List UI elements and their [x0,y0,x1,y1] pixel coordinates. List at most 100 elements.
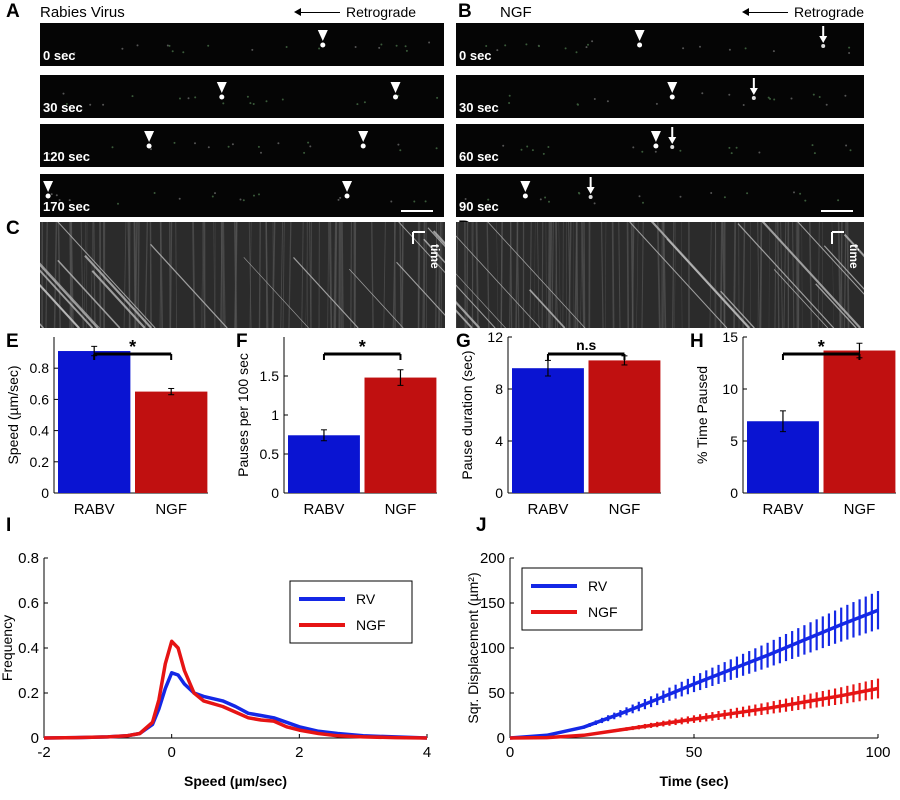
ngf-frame: 0 sec [456,23,864,66]
ngf-frame: 60 sec [456,124,864,167]
bar-ngf [823,350,896,493]
kymo-moving-track [456,309,473,328]
legend-box [521,567,643,631]
kymo-stationary-line [516,222,520,328]
significance-label: * [129,337,136,357]
kymo-stationary-line [354,222,357,328]
kymo-background [40,222,445,328]
panel-label-i: I [6,515,11,536]
y-tick-label: 0 [495,485,503,501]
x-category-label: NGF [609,501,641,518]
kymo-stationary-line [630,222,634,328]
kymo-moving-track [57,222,156,328]
y-tick-label: 0.4 [18,640,39,657]
kymo-stationary-line [500,222,503,328]
x-axis-label: Time (sec) [660,773,729,789]
frame-time-label: 170 sec [43,199,90,214]
y-axis-label: % Time Paused [694,366,710,464]
panel-label-e: E [6,331,19,352]
panel-label-c: C [6,218,20,239]
kymo-stationary-line [555,222,558,328]
rabies-frame: 30 sec [40,75,444,118]
kymo-stationary-line [399,222,402,328]
kymo-moving-track [456,284,496,328]
kymo-moving-track [456,273,506,328]
kymo-stationary-line [548,222,553,328]
bar-rabv [747,421,819,493]
kymo-moving-track [761,222,862,328]
kymo-stationary-line [509,222,513,328]
frame-time-label: 30 sec [459,100,499,115]
x-category-label: RABV [528,501,569,518]
kymo-stationary-line [533,222,536,328]
y-tick-label: 0.6 [18,595,39,612]
y-tick-label: 0 [271,485,279,501]
kymo-stationary-line [768,222,770,328]
panel-label-g: G [456,331,471,352]
kymo-stationary-line [383,222,386,328]
kymo-stationary-line [581,222,585,328]
kymo-stationary-line [329,222,333,328]
kymo-stationary-line [714,222,716,328]
significance-label: * [818,337,825,357]
rabies-frame: 170 sec [40,174,444,217]
legend-label: NGF [356,617,386,633]
x-category-label: NGF [844,501,876,518]
panel-label-a: A [6,1,20,22]
panel-a-retrograde-label: Retrograde [346,4,417,20]
series-line-rv [509,608,879,740]
y-tick-label: 0.2 [18,685,39,702]
x-tick-label: 100 [865,744,890,761]
kymo-stationary-line [90,222,94,328]
kymo-stationary-line [626,222,630,328]
kymo-stationary-line [175,222,177,328]
kymo-stationary-line [681,222,683,328]
kymo-stationary-line [611,222,615,328]
panel-label-b: B [458,1,472,22]
kymo-stationary-line [271,222,276,328]
y-axis-label: Speed (µm/sec) [5,365,21,464]
kymo-stationary-line [137,222,140,328]
significance-label: n.s [576,337,596,353]
kymo-stationary-line [223,222,226,328]
kymo-stationary-line [604,222,607,328]
y-axis-label: Sqr. Displacement (µm²) [465,572,481,723]
bar-ngf [135,391,208,493]
significance-label: * [359,337,366,357]
kymo-moving-track [773,269,829,328]
panel-label-j: J [476,515,487,536]
y-tick-label: 0 [497,730,505,747]
kymo-stationary-line [541,222,544,328]
kymo-stationary-line [792,222,795,328]
x-tick-label: 50 [686,744,703,761]
y-tick-label: 0.6 [30,391,50,407]
kymo-stationary-line [719,222,723,328]
retrograde-arrow-b [742,8,788,16]
kymo-stationary-line [662,222,667,328]
y-tick-label: 0 [730,485,738,501]
y-tick-label: 8 [495,381,503,397]
chart-h: H 0 5 10 15 % Time Paused RABV NGF * [690,329,896,518]
kymo-moving-track [243,257,309,328]
arrowhead-left-icon [742,8,749,16]
y-axis-label: Frequency [0,615,15,681]
kymo-moving-track [529,289,566,328]
kymo-stationary-line [466,222,469,328]
x-tick-label: 0 [506,744,514,761]
panel-label-h: H [690,331,704,352]
kymo-stationary-line [817,222,820,328]
rabies-frame: 0 sec [40,23,444,66]
kymo-moving-track [456,235,541,328]
panel-b-title: NGF [500,4,532,21]
kymo-stationary-line [757,222,760,328]
x-tick-label: 4 [423,744,431,761]
chart-j: J 0 50 100 150 200 0 50 100 Time (sec) Sqr. Displa… [465,515,891,789]
kymo-stationary-line [45,222,48,328]
frame-time-label: 0 sec [43,48,76,63]
kymo-stationary-line [392,222,396,328]
y-tick-label: 12 [487,329,503,345]
kymo-moving-track [650,222,751,328]
y-tick-label: 0.5 [260,446,280,462]
y-tick-label: 0 [41,485,49,501]
kymo-stationary-line [672,222,675,328]
